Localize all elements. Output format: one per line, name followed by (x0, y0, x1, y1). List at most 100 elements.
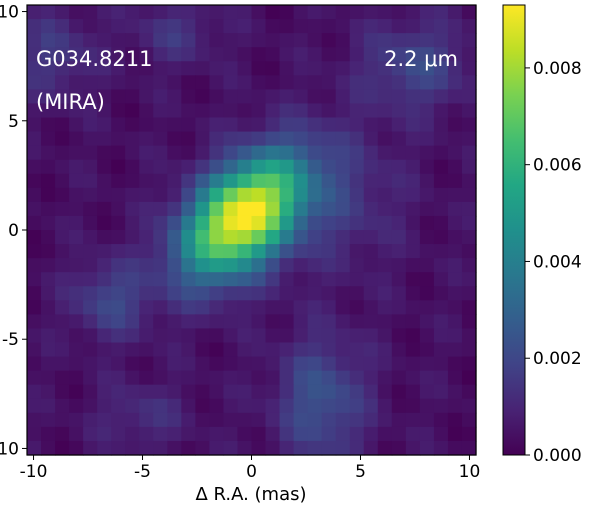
heatmap-cell (111, 75, 126, 90)
heatmap-cell (391, 187, 407, 203)
heatmap-cell (223, 286, 239, 301)
heatmap-cell (279, 342, 295, 358)
heatmap-cell (279, 398, 295, 414)
heatmap-cell (55, 272, 70, 287)
heatmap-cell (321, 89, 337, 105)
heatmap-cell (181, 314, 196, 330)
heatmap-cell (237, 33, 253, 48)
heatmap-cell (279, 286, 295, 301)
heatmap-cell (195, 300, 211, 315)
heatmap-cell (321, 173, 337, 189)
heatmap-cell (447, 19, 463, 34)
heatmap-cell (153, 440, 168, 456)
heatmap-cell (307, 384, 323, 400)
heatmap-cell (41, 47, 56, 62)
heatmap-cell (27, 47, 42, 62)
heatmap-cell (349, 131, 365, 147)
heatmap-cell (363, 61, 379, 76)
heatmap-cell (69, 187, 84, 203)
heatmap-cell (251, 75, 267, 90)
heatmap-cell (433, 328, 449, 344)
heatmap-cell (41, 187, 56, 203)
heatmap-cell (251, 5, 267, 20)
colorbar-tick-label: 0.004 (533, 252, 582, 272)
heatmap-cell (293, 187, 309, 203)
heatmap-cell (125, 272, 140, 287)
heatmap-cell (433, 33, 449, 48)
heatmap-cell (461, 356, 477, 372)
heatmap-cell (195, 187, 211, 203)
heatmap-cell (405, 201, 421, 217)
heatmap-cell (447, 258, 463, 273)
heatmap-cell (167, 187, 182, 203)
heatmap-cell (167, 412, 182, 428)
heatmap-cell (461, 384, 477, 400)
heatmap-cell (27, 412, 42, 428)
heatmap-cell (307, 103, 323, 119)
heatmap-cell (349, 272, 365, 287)
heatmap-cell (195, 47, 211, 62)
heatmap-cell (223, 440, 239, 456)
heatmap-cell (69, 145, 84, 161)
heatmap-cell (377, 356, 393, 372)
heatmap-cell (195, 173, 211, 189)
heatmap-cell (265, 159, 281, 175)
heatmap-cell (41, 244, 56, 259)
heatmap-cell (447, 187, 463, 203)
heatmap-cell (181, 412, 196, 428)
heatmap-cell (69, 384, 84, 400)
heatmap-cell (223, 426, 239, 442)
heatmap-cell (377, 47, 393, 62)
heatmap-cell (125, 19, 140, 34)
heatmap-cell (461, 89, 477, 105)
heatmap-cell (405, 300, 421, 315)
heatmap-cell (433, 5, 449, 20)
heatmap-cell (349, 215, 365, 231)
heatmap-cell (153, 384, 168, 400)
heatmap-cell (405, 33, 421, 48)
heatmap-cell (391, 244, 407, 259)
heatmap-cell (223, 370, 239, 386)
heatmap-cell (321, 159, 337, 175)
heatmap-cell (447, 75, 463, 90)
heatmap-cell (41, 398, 56, 414)
heatmap-cell (335, 89, 351, 105)
heatmap-cell (55, 440, 70, 456)
heatmap-cell (349, 145, 365, 161)
heatmap-cell (167, 75, 182, 90)
heatmap-cell (447, 201, 463, 217)
heatmap-cell (321, 33, 337, 48)
heatmap-cell (335, 159, 351, 175)
heatmap-cell (419, 300, 435, 315)
heatmap-cell (377, 230, 393, 245)
heatmap-cell (335, 5, 351, 20)
heatmap-cell (139, 230, 154, 245)
heatmap-cell (321, 75, 337, 90)
heatmap-cell (265, 61, 281, 76)
heatmap-cell (321, 314, 337, 330)
heatmap-cell (391, 398, 407, 414)
heatmap-cell (69, 328, 84, 344)
heatmap-cell (27, 187, 42, 203)
heatmap-cell (209, 328, 225, 344)
heatmap-cell (321, 258, 337, 273)
heatmap-cell (41, 75, 56, 90)
heatmap-cell (349, 173, 365, 189)
heatmap-cell (209, 398, 225, 414)
heatmap-cell (209, 384, 225, 400)
heatmap-cell (237, 440, 253, 456)
heatmap-cell (83, 215, 98, 231)
heatmap-cell (83, 47, 98, 62)
heatmap-cell (279, 258, 295, 273)
heatmap-cell (55, 61, 70, 76)
heatmap-cell (153, 75, 168, 90)
heatmap-cell (363, 440, 379, 456)
heatmap-cell (265, 103, 281, 119)
heatmap-cell (377, 300, 393, 315)
heatmap-cell (111, 258, 126, 273)
heatmap-cell (279, 314, 295, 330)
heatmap-cell (251, 328, 267, 344)
heatmap-cell (321, 230, 337, 245)
heatmap-cell (433, 412, 449, 428)
